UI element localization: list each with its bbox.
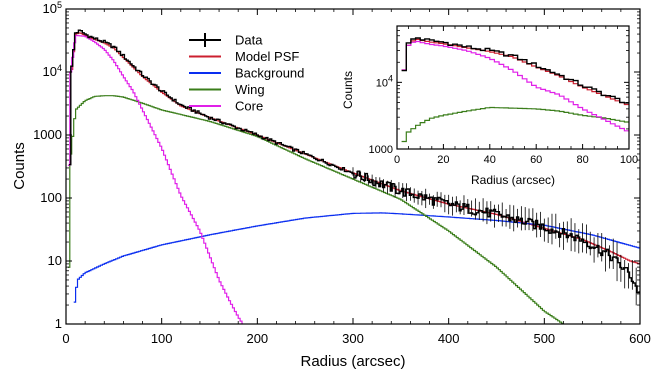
- main-y-axis-title: Counts: [11, 142, 28, 190]
- inset-y-tick-label: 104: [376, 73, 393, 89]
- inset-y-axis-title: Counts: [341, 71, 355, 109]
- inset-y-tick-label: 1000: [369, 144, 393, 156]
- main-x-tick-label: 200: [246, 331, 268, 346]
- main-x-tick-label: 500: [533, 331, 555, 346]
- main-y-tick-label: 10: [48, 253, 62, 268]
- inset-series-core: [401, 40, 629, 132]
- main-series-data: [68, 29, 640, 294]
- main-y-tick-label: 100: [40, 190, 62, 205]
- legend-label-core: Core: [235, 99, 263, 114]
- inset-series-wing: [401, 106, 629, 143]
- inset-series-model-psf: [401, 38, 629, 106]
- main-y-tick-label: 105: [43, 0, 62, 16]
- inset-series-data: [401, 37, 629, 104]
- main-series-model-psf: [68, 32, 640, 265]
- main-x-tick-label: 0: [62, 331, 69, 346]
- legend-label-data: Data: [235, 33, 263, 48]
- inset-x-tick-label: 40: [484, 154, 496, 166]
- main-y-tick-label: 104: [43, 63, 62, 79]
- inset-x-axis-title: Radius (arcsec): [471, 173, 555, 187]
- main-series-core: [67, 34, 243, 324]
- main-x-tick-label: 100: [151, 331, 173, 346]
- main-x-tick-label: 400: [438, 331, 460, 346]
- inset-x-tick-label: 0: [394, 154, 400, 166]
- main-x-axis-title: Radius (arcsec): [300, 353, 405, 370]
- main-x-tick-label: 600: [629, 331, 651, 346]
- main-plot-curves: [67, 29, 640, 324]
- legend-label-wing: Wing: [235, 82, 265, 97]
- inset-x-tick-label: 60: [530, 154, 542, 166]
- main-y-tick-label: 1000: [33, 127, 62, 142]
- main-data-error-bars: [352, 167, 637, 306]
- main-series-background: [73, 212, 640, 303]
- main-y-tick-label: 1: [55, 316, 62, 331]
- inset-x-tick-label: 80: [576, 154, 588, 166]
- inset-x-tick-label: 20: [437, 154, 449, 166]
- inset-plot-curves: [401, 37, 629, 143]
- legend-label-model-psf: Model PSF: [235, 49, 299, 64]
- inset-x-tick-label: 100: [620, 154, 638, 166]
- main-series-wing: [67, 95, 564, 324]
- legend-label-background: Background: [235, 66, 304, 81]
- main-x-tick-label: 300: [342, 331, 364, 346]
